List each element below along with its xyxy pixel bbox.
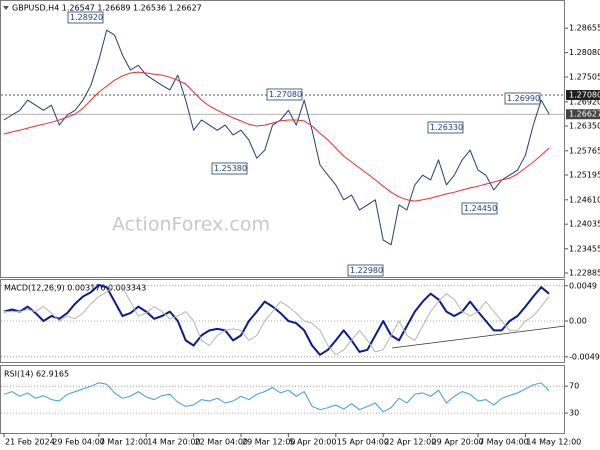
- x-tick-label: 29 Feb 04:00: [52, 438, 104, 447]
- series-line: [3, 382, 550, 413]
- macd-trendline: [391, 325, 566, 349]
- annotation-label: 1.24450: [464, 204, 497, 213]
- annotation-label: 1.27080: [269, 90, 302, 99]
- y-tick-label: 0.00: [569, 317, 587, 326]
- annotation-box: [504, 92, 541, 105]
- series-line: [3, 284, 550, 356]
- y-tick-label: 1.24035: [569, 220, 600, 229]
- y-tick-label: 1.28655: [569, 24, 600, 33]
- y-tick-label: 1.26920: [569, 97, 600, 106]
- y-tick-label: 1.25765: [569, 146, 600, 155]
- annotation-label: 1.26990: [507, 94, 540, 103]
- series-line: [4, 284, 550, 356]
- y-tick-label: -0.004978: [569, 352, 600, 361]
- x-tick-label: 5 Apr 20:00: [289, 438, 336, 447]
- y-tick-label: 70: [569, 382, 579, 391]
- series-line: [3, 29, 550, 246]
- rsi-panel: [0, 365, 565, 434]
- y-tick-label: 0.0049: [569, 281, 597, 290]
- x-tick-label: 7 Mar 12:00: [100, 438, 148, 447]
- y-tick-label: 30: [569, 409, 579, 418]
- x-tick-label: 29 Mar 12:00: [242, 438, 295, 447]
- panel-title: MACD(12,26,9) 0.003176 0.003343: [4, 284, 146, 293]
- y-tick-label: 1.27505: [569, 72, 600, 81]
- annotation-box: [427, 121, 464, 134]
- y-tick-label: 1.22885: [569, 268, 600, 277]
- watermark: ActionForex.com: [112, 214, 270, 236]
- annotation-box: [211, 162, 248, 175]
- price-level-label: 1.27080: [569, 91, 600, 100]
- annotation-box: [347, 264, 384, 277]
- y-tick-label: 1.26350: [569, 121, 600, 130]
- symbol-icon: [3, 6, 9, 10]
- x-tick-label: 14 Mar 20:00: [147, 438, 200, 447]
- y-tick-label: 1.28080: [569, 48, 600, 57]
- annotation-label: 1.28920: [70, 13, 103, 22]
- x-tick-label: 22 Apr 12:00: [384, 438, 436, 447]
- macd-panel: [0, 279, 565, 363]
- price-level-box: [566, 109, 600, 120]
- x-tick-label: 29 Apr 20:00: [432, 438, 484, 447]
- price-level-box: [566, 90, 600, 101]
- panel-title: GBPUSD,H4 1.26547 1.26689 1.26536 1.2662…: [12, 4, 202, 13]
- y-tick-label: 1.23455: [569, 244, 600, 253]
- price-level-label: 1.26627: [569, 110, 600, 119]
- annotation-label: 1.26330: [430, 123, 463, 132]
- annotation-label: 1.25380: [214, 164, 247, 173]
- x-tick-label: 15 Apr 04:00: [337, 438, 389, 447]
- annotation-box: [266, 88, 303, 101]
- annotation-box: [67, 11, 104, 24]
- annotation-label: 1.22980: [350, 266, 383, 275]
- x-tick-label: 7 May 04:00: [479, 438, 529, 447]
- y-tick-label: 1.24610: [569, 195, 600, 204]
- annotation-box: [461, 202, 498, 215]
- y-tick-label: 1.25195: [569, 170, 600, 179]
- x-tick-label: 22 Mar 04:00: [195, 438, 248, 447]
- price-panel: [0, 0, 565, 278]
- series-line: [3, 71, 550, 202]
- x-tick-label: 14 May 12:00: [526, 438, 581, 447]
- x-tick-label: 21 Feb 2024: [5, 438, 55, 447]
- panel-title: RSI(14) 62.9165: [4, 370, 69, 379]
